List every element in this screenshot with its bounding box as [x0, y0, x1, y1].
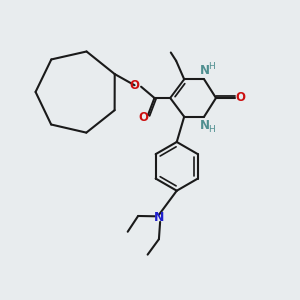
Text: H: H: [208, 62, 215, 71]
Text: N: N: [154, 211, 164, 224]
Text: O: O: [139, 110, 149, 124]
Text: N: N: [200, 64, 210, 77]
Text: N: N: [200, 118, 210, 131]
Text: O: O: [130, 79, 140, 92]
Text: H: H: [208, 125, 215, 134]
Text: O: O: [235, 92, 245, 104]
